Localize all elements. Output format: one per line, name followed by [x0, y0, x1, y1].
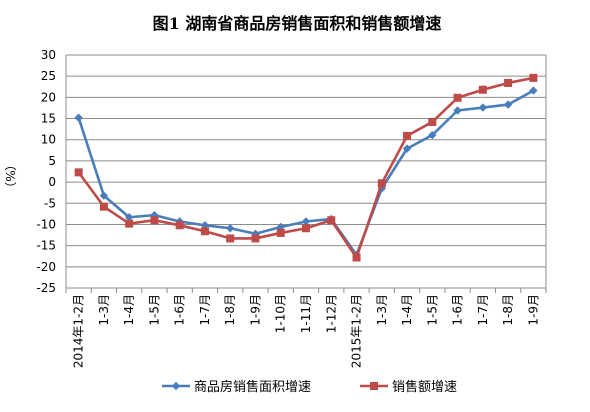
data-point	[74, 113, 83, 122]
data-point	[276, 228, 285, 237]
x-tick-label: 1-5月	[425, 294, 439, 326]
x-tick-label: 2014年1-2月	[72, 294, 86, 368]
y-axis-ticks: -25 -20 -15 -10 -5 0 5 10 15 20 25 30	[36, 48, 56, 295]
series-2	[74, 73, 538, 262]
x-tick-label: 1-11月	[299, 294, 313, 333]
data-point	[478, 85, 487, 94]
data-point	[301, 217, 311, 226]
data-point	[529, 86, 538, 95]
legend-label: 销售额增速	[392, 379, 457, 395]
x-tick-label: 1-5月	[147, 294, 161, 326]
data-point	[453, 93, 462, 102]
data-point	[478, 103, 488, 112]
data-point	[226, 224, 235, 233]
data-point	[377, 179, 386, 188]
x-tick-label: 1-7月	[198, 294, 212, 326]
data-point	[403, 131, 412, 140]
x-tick-label: 1-9月	[526, 294, 540, 326]
y-tick-label: 5	[48, 154, 56, 168]
x-tick-label: 1-8月	[223, 294, 237, 326]
y-axis-label: （%）	[3, 158, 17, 193]
legend: 商品房销售面积增速 销售额增速	[162, 379, 457, 395]
data-point	[428, 130, 437, 140]
grid	[65, 54, 547, 293]
series-1	[74, 86, 538, 260]
data-point	[529, 73, 538, 82]
x-axis-ticks: 2014年1-2月 1-3月 1-4月 1-5月 1-6月 1-7月 1-8月 1-9月 1-1…	[72, 294, 541, 368]
series-layer	[74, 73, 538, 262]
data-point	[302, 224, 310, 233]
x-tick-label: 1-6月	[451, 294, 465, 326]
x-tick-label: 1-12月	[324, 294, 338, 333]
y-tick-label: 15	[41, 112, 56, 126]
y-tick-label: -10	[36, 217, 56, 231]
data-point	[99, 202, 108, 211]
data-point	[226, 234, 235, 243]
x-tick-label: 1-3月	[97, 294, 111, 326]
data-point	[327, 216, 336, 225]
y-tick-label: -5	[44, 196, 56, 210]
x-tick-label: 1-6月	[173, 294, 187, 326]
x-tick-label: 1-8月	[501, 294, 515, 326]
data-point	[175, 221, 184, 230]
x-tick-label: 1-4月	[122, 294, 136, 326]
data-point	[200, 227, 209, 236]
data-point	[503, 100, 513, 109]
data-point	[99, 191, 109, 200]
y-tick-label: 0	[48, 175, 56, 189]
x-tick-label: 1-9月	[248, 294, 262, 326]
data-point	[352, 253, 361, 262]
legend-label: 商品房销售面积增速	[194, 379, 311, 395]
data-point	[402, 144, 412, 153]
y-tick-label: 30	[41, 48, 56, 62]
legend-item: 商品房销售面积增速	[162, 379, 311, 395]
data-point	[370, 382, 378, 390]
data-point	[453, 106, 462, 115]
data-point	[171, 381, 181, 391]
y-tick-label: -25	[36, 281, 56, 295]
x-tick-label: 1-7月	[476, 294, 490, 326]
y-tick-label: -20	[36, 260, 56, 274]
chart-title: 图1 湖南省商品房销售面积和销售额增速	[153, 14, 442, 33]
y-tick-label: 25	[41, 69, 56, 83]
data-point	[428, 117, 437, 126]
x-tick-label: 1-4月	[400, 294, 414, 326]
data-point	[150, 216, 159, 225]
x-tick-label: 1-10月	[274, 294, 288, 333]
data-point	[74, 168, 83, 177]
data-point	[504, 78, 513, 87]
x-tick-label: 1-3月	[375, 294, 389, 326]
data-point	[124, 213, 134, 222]
y-tick-label: -15	[36, 239, 56, 253]
data-point	[125, 219, 134, 228]
legend-item: 销售额增速	[360, 379, 457, 395]
x-tick-label: 2015年1-2月	[350, 294, 364, 368]
data-point	[251, 234, 260, 243]
y-tick-label: 10	[41, 133, 56, 147]
y-tick-label: 20	[41, 90, 56, 104]
